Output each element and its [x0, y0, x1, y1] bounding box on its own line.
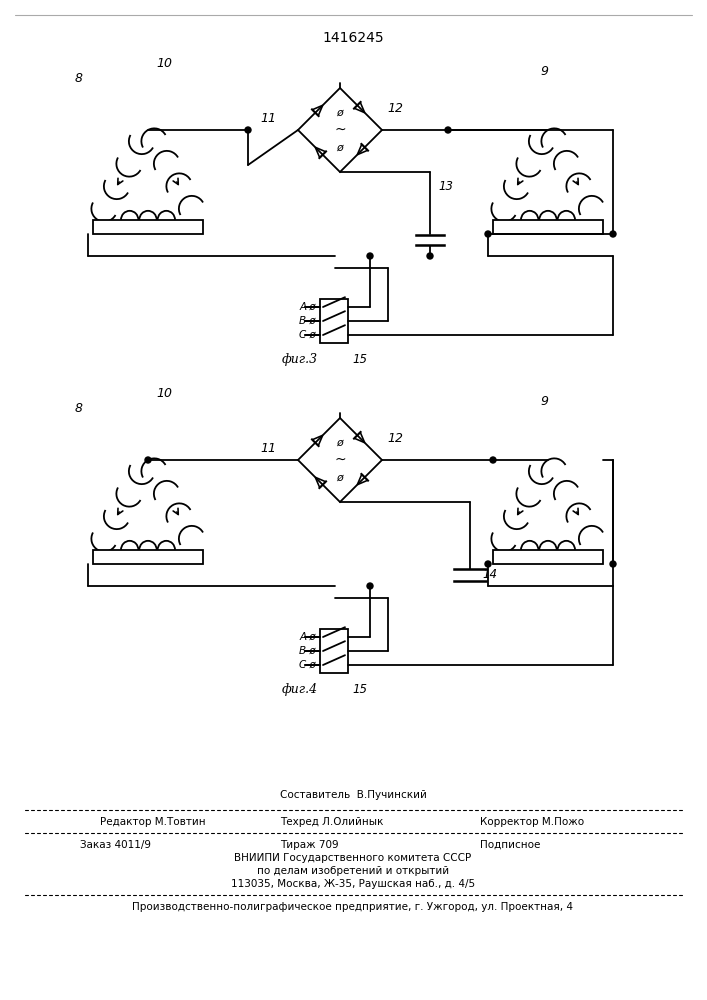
Text: 11: 11	[260, 111, 276, 124]
Circle shape	[245, 127, 251, 133]
Text: 15: 15	[352, 353, 367, 366]
Circle shape	[367, 583, 373, 589]
Bar	[93, 220, 203, 234]
Circle shape	[145, 457, 151, 463]
Text: Подписное: Подписное	[480, 840, 540, 850]
Circle shape	[490, 457, 496, 463]
Text: A ø: A ø	[299, 302, 316, 312]
Text: 1416245: 1416245	[322, 31, 384, 45]
Text: 9: 9	[540, 395, 548, 408]
Circle shape	[367, 253, 373, 259]
Text: 12: 12	[387, 102, 403, 114]
Text: C ø: C ø	[299, 330, 316, 340]
Text: A ø: A ø	[299, 632, 316, 642]
Text: ø: ø	[337, 437, 344, 447]
Text: Производственно-полиграфическое предприятие, г. Ужгород, ул. Проектная, 4: Производственно-полиграфическое предприя…	[132, 902, 573, 912]
Bar	[320, 299, 348, 343]
Text: 113035, Москва, Ж-35, Раушская наб., д. 4/5: 113035, Москва, Ж-35, Раушская наб., д. …	[231, 879, 475, 889]
Circle shape	[610, 561, 616, 567]
Text: 11: 11	[260, 442, 276, 454]
Text: 10: 10	[156, 387, 172, 400]
Text: Заказ 4011/9: Заказ 4011/9	[80, 840, 151, 850]
Circle shape	[485, 561, 491, 567]
Text: ~: ~	[334, 453, 346, 467]
Text: ø: ø	[337, 143, 344, 153]
Text: Техред Л.Олийнык: Техред Л.Олийнык	[280, 817, 383, 827]
Bar	[320, 629, 348, 673]
Circle shape	[610, 231, 616, 237]
Text: C ø: C ø	[299, 660, 316, 670]
Text: по делам изобретений и открытий: по делам изобретений и открытий	[257, 866, 449, 876]
Text: Корректор М.Пожо: Корректор М.Пожо	[480, 817, 584, 827]
Circle shape	[485, 231, 491, 237]
Text: ~: ~	[334, 123, 346, 137]
Text: 12: 12	[387, 432, 403, 444]
Text: 10: 10	[156, 57, 172, 70]
Circle shape	[427, 253, 433, 259]
Text: Редактор М.Товтин: Редактор М.Товтин	[100, 817, 206, 827]
Circle shape	[445, 127, 451, 133]
Text: 8: 8	[75, 402, 83, 415]
Bar	[493, 220, 603, 234]
Bar	[493, 550, 603, 564]
Text: B ø: B ø	[299, 646, 316, 656]
Text: Составитель  В.Пучинский: Составитель В.Пучинский	[279, 790, 426, 800]
Bar	[93, 550, 203, 564]
Text: 9: 9	[540, 65, 548, 78]
Text: ø: ø	[337, 107, 344, 117]
Text: 8: 8	[75, 72, 83, 85]
Text: 13: 13	[438, 180, 453, 194]
Text: фиг.3: фиг.3	[282, 353, 318, 366]
Text: 14: 14	[482, 568, 497, 582]
Text: фиг.4: фиг.4	[282, 683, 318, 696]
Text: ø: ø	[337, 473, 344, 483]
Text: 15: 15	[352, 683, 367, 696]
Text: ВНИИПИ Государственного комитета СССР: ВНИИПИ Государственного комитета СССР	[235, 853, 472, 863]
Text: B ø: B ø	[299, 316, 316, 326]
Text: Тираж 709: Тираж 709	[280, 840, 339, 850]
